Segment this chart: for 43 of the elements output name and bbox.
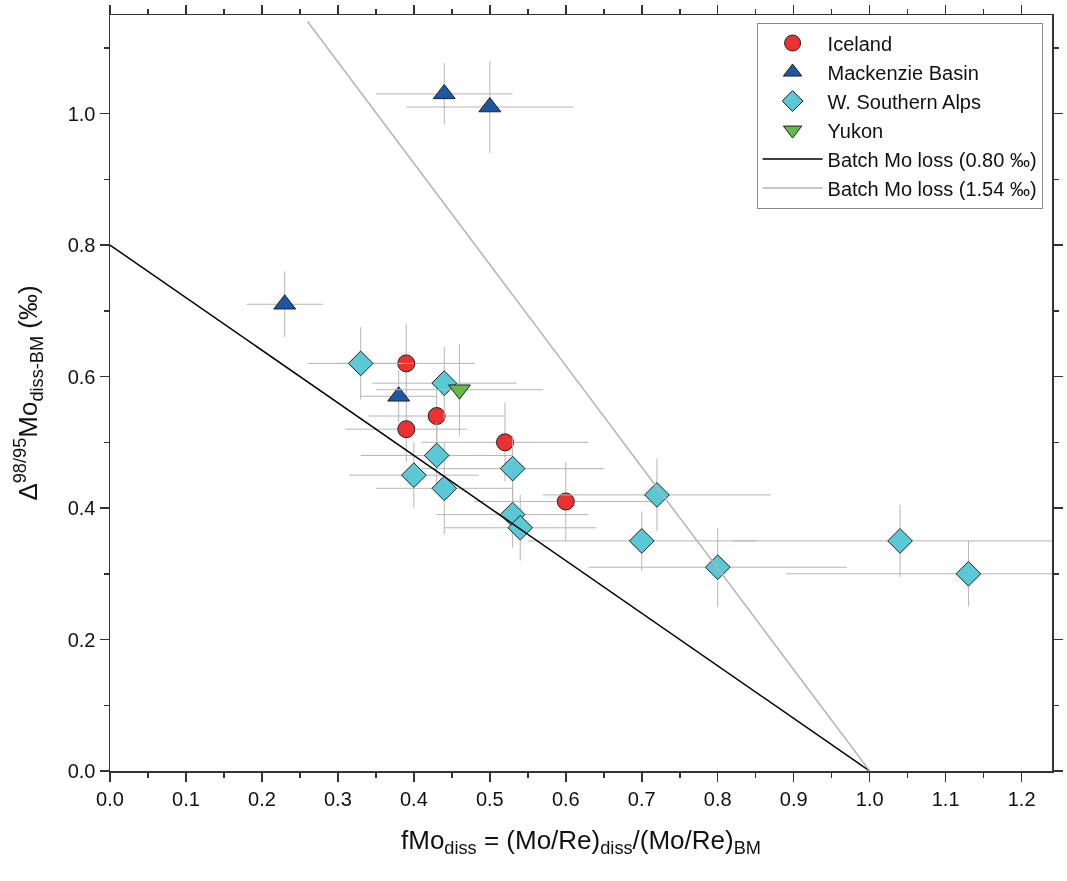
x-tick-label: 1.0 [855,787,884,810]
x-tick-label: 0.4 [399,787,428,810]
x-tick-label: 0.5 [475,787,504,810]
point [397,354,416,373]
y-tick-label: 0.6 [67,365,96,388]
legend-label: Batch Mo loss (1.54 ‰) [827,177,1037,200]
point [431,475,458,502]
y-tick-label: 1.0 [67,102,96,125]
point [432,83,456,100]
x-tick-label: 1.2 [1007,787,1036,810]
point [427,407,446,425]
x-tick-label: 1.1 [931,787,960,810]
point [499,455,526,482]
y-tick-label: 0.4 [67,497,96,520]
legend-label: W. Southern Alps [827,90,981,113]
point [955,560,982,587]
legend-label: Iceland [827,32,893,55]
point [887,528,913,554]
point [704,554,731,581]
x-tick-label: 0.6 [551,787,580,810]
x-tick-label: 0.7 [627,787,656,810]
x-tick-label: 0.8 [703,787,732,810]
point [507,514,534,541]
x-axis-title: fMo$_{diss}$ = (Mo/Re)$_{diss}$/(Mo/Re)$_{BM}$ [401,824,761,859]
y-tick-label: 0.8 [67,234,96,257]
x-tick-label: 0.0 [96,787,124,810]
y-tick-label: 0.2 [67,628,96,651]
point [401,462,427,489]
point [397,420,416,439]
point [556,492,575,511]
legend-label: Yukon [827,119,884,142]
point [347,350,374,377]
x-tick-label: 0.3 [323,787,352,810]
legend-label: Mackenzie Basin [827,61,979,84]
point [496,433,515,452]
x-tick-label: 0.9 [779,787,808,810]
x-tick-label: 0.1 [172,787,200,810]
point [423,442,450,469]
legend-label: Batch Mo loss (0.80 ‰) [827,148,1037,171]
point [644,482,670,508]
x-tick-label: 0.2 [248,787,276,810]
y-tick-label: 0.0 [67,760,96,782]
point [628,528,655,554]
